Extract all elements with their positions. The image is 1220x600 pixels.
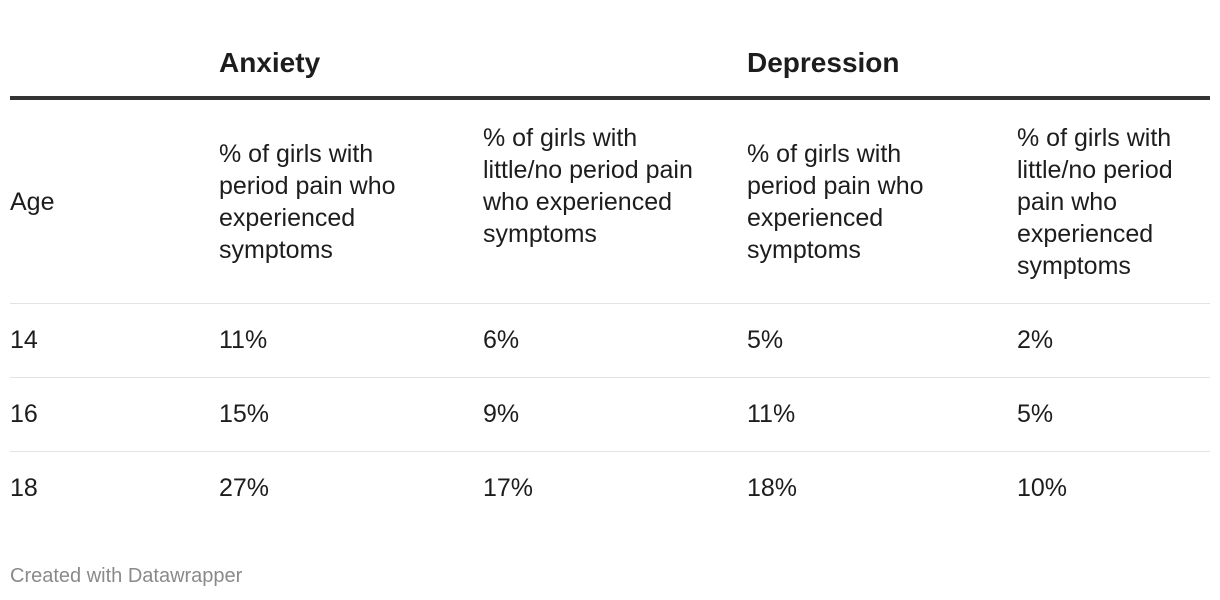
- table-cell-age: 16: [10, 400, 38, 428]
- table-cell: 11%: [219, 326, 268, 354]
- table-cell: 2%: [1017, 326, 1054, 354]
- table-cell-age: 14: [10, 326, 38, 354]
- table-row: 14 11% 6% 5% 2%: [10, 304, 1210, 378]
- column-header-depression-pain: % of girls with period pain who experien…: [747, 140, 924, 264]
- data-table: Anxiety Depression Age % of girls with p…: [10, 0, 1210, 526]
- table-cell: 5%: [1017, 400, 1054, 428]
- table-row: 16 15% 9% 11% 5%: [10, 378, 1210, 452]
- table-cell-age: 18: [10, 474, 38, 502]
- group-header-anxiety: Anxiety: [219, 47, 321, 78]
- column-header-anxiety-pain: % of girls with period pain who experien…: [219, 140, 396, 264]
- column-header-age: Age: [10, 188, 55, 216]
- table-cell: 9%: [483, 400, 520, 428]
- table-cell: 15%: [219, 400, 270, 428]
- table-cell: 10%: [1017, 474, 1068, 502]
- table-row: 18 27% 17% 18% 10%: [10, 452, 1210, 526]
- table-cell: 17%: [483, 474, 534, 502]
- group-header-depression: Depression: [747, 47, 900, 78]
- table-cell: 6%: [483, 326, 520, 354]
- table-cell: 18%: [747, 474, 798, 502]
- group-header-row: Anxiety Depression: [10, 0, 1210, 100]
- column-header-row: Age % of girls with period pain who expe…: [10, 100, 1210, 304]
- table-cell: 5%: [747, 326, 784, 354]
- column-header-depression-no-pain: % of girls with little/no period pain wh…: [1017, 124, 1173, 280]
- table-cell: 11%: [747, 400, 796, 428]
- table-cell: 27%: [219, 474, 270, 502]
- credit-footer[interactable]: Created with Datawrapper: [10, 565, 243, 587]
- column-header-anxiety-no-pain: % of girls with little/no period pain wh…: [483, 124, 693, 248]
